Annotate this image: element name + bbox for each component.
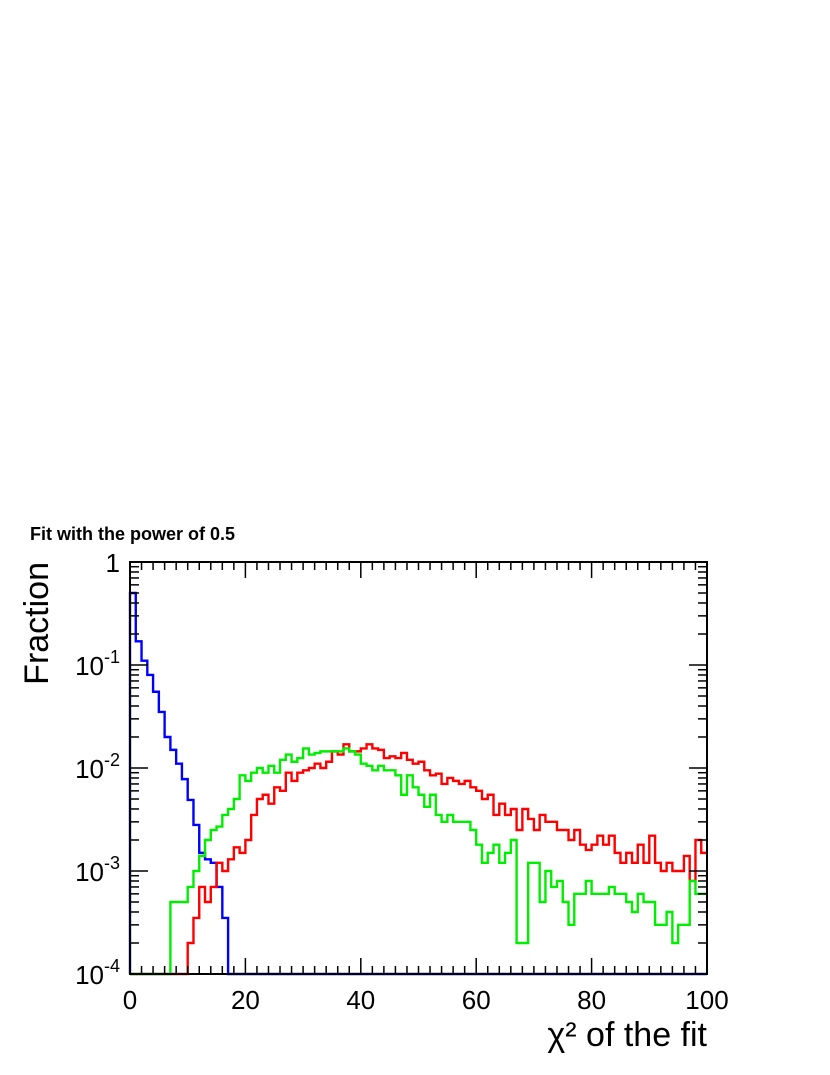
x-tick-label: 0 (123, 985, 137, 1015)
x-tick-label: 20 (231, 985, 260, 1015)
y-tick-label: 10-3 (75, 853, 120, 887)
series-line-2 (130, 747, 707, 976)
y-tick-label: 10-1 (75, 647, 120, 681)
x-tick-label: 80 (577, 985, 606, 1015)
y-tick-label: 10-4 (75, 956, 120, 990)
y-tick-label: 10-2 (75, 750, 120, 784)
series-line-1 (130, 743, 707, 976)
x-tick-label: 60 (462, 985, 491, 1015)
y-axis-title: Fraction (18, 562, 56, 685)
x-tick-labels: 0 20 40 60 80 100 (123, 985, 729, 1015)
series-layer (128, 591, 707, 976)
x-tick-label: 40 (346, 985, 375, 1015)
x-tick-label: 100 (685, 985, 728, 1015)
x-axis-title: χ² of the fit (547, 1016, 707, 1054)
y-tick-labels: 1 10-1 10-2 10-3 10-4 (75, 548, 120, 990)
plot-frame (129, 561, 708, 975)
y-tick-label: 1 (106, 548, 120, 578)
series-line-0 (128, 591, 707, 976)
chart-title: Fit with the power of 0.5 (30, 524, 235, 544)
tick-layer (129, 561, 708, 975)
